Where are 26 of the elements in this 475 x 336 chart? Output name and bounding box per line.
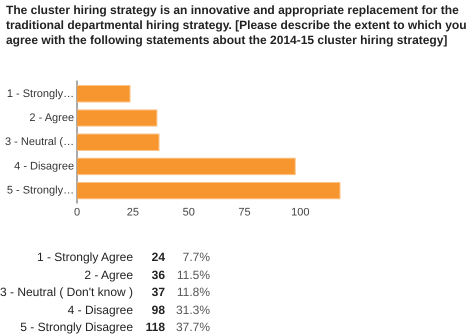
category-label: 1 - Strongly Agree [36, 249, 134, 266]
x-tick-label: 25 [126, 206, 140, 218]
data-label: 24 [150, 249, 166, 266]
data-label: 36 [150, 266, 166, 284]
y-tick-label: 3 - Neutral (… [4, 136, 74, 148]
y-tick-label: 2 - Agree [29, 112, 74, 124]
category-label: 2 - Agree [83, 266, 134, 284]
data-label: 118 [144, 319, 166, 336]
text: 31.3% [174, 302, 210, 318]
category-label: 4 - Disagree [66, 302, 134, 318]
category-label: 3 - Neutral ( Don't know ) [0, 284, 134, 301]
x-tick-label: 75 [238, 206, 251, 218]
chart-title: The cluster hiring strategy is an innovative and appropriate replacement for the traditional departmental hiring strategy. [Please describe the extent to which you agree with the following statements about the 2014-15 cluster hiring strategy] [6, 3, 468, 48]
x-tick-label: 0 [74, 206, 80, 218]
category-label: 5 - Strongly Disagree [19, 319, 134, 336]
x-tick-label: 50 [182, 206, 195, 218]
text: 11.8% [176, 284, 210, 301]
text: 7.7% [182, 249, 210, 266]
data-label: 37 [150, 284, 166, 301]
data-label: 98 [150, 302, 166, 318]
text: 11.5% [176, 266, 210, 284]
y-tick-label: 4 - Disagree [14, 160, 74, 172]
x-tick-label: 100 [291, 206, 310, 218]
text: 37.7% [174, 319, 210, 336]
y-tick-label: 5 - Strongly… [6, 184, 74, 197]
y-tick-label: 1 - Strongly… [6, 88, 74, 100]
